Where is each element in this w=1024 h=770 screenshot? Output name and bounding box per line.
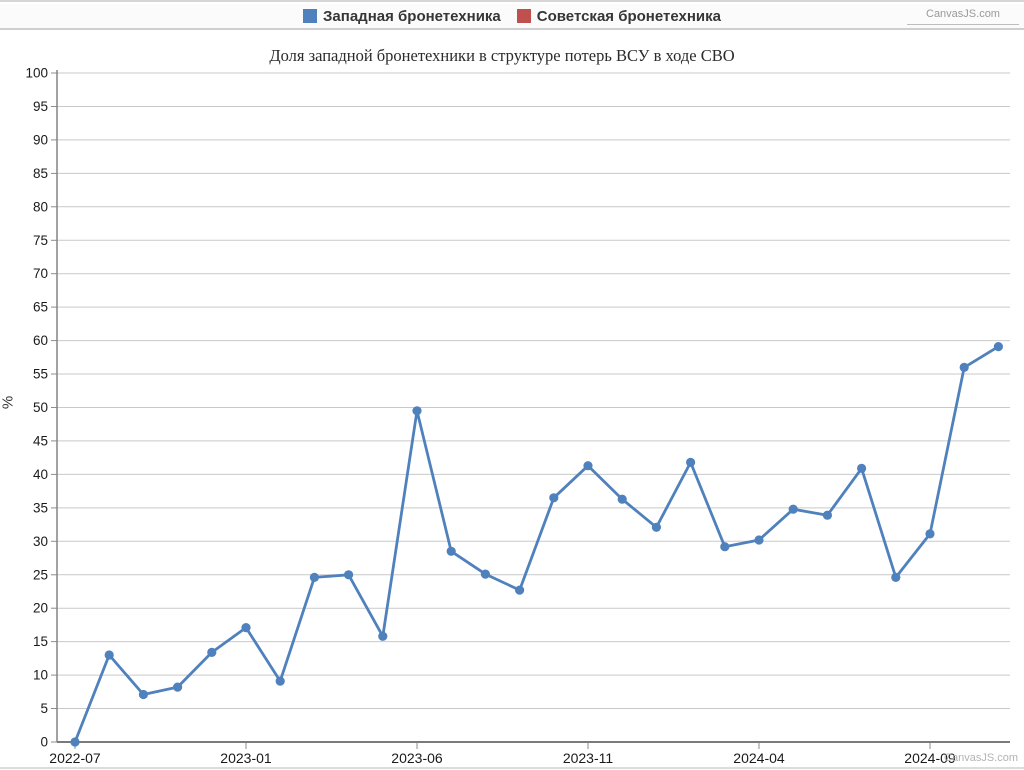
data-point-marker[interactable] bbox=[104, 650, 114, 660]
svg-text:45: 45 bbox=[33, 433, 48, 448]
x-axis-tick-labels: 2022-07 2023-01 2023-06 2023-11 2024-04 2024-… bbox=[49, 750, 956, 766]
data-point-marker[interactable] bbox=[617, 494, 627, 504]
data-point-marker[interactable] bbox=[446, 546, 456, 556]
svg-text:100: 100 bbox=[25, 66, 48, 81]
data-point-marker[interactable] bbox=[686, 457, 696, 467]
data-point-marker[interactable] bbox=[70, 737, 80, 747]
svg-text:2024-09: 2024-09 bbox=[904, 750, 956, 766]
data-point-marker[interactable] bbox=[207, 647, 217, 658]
svg-text:2023-11: 2023-11 bbox=[563, 750, 614, 766]
svg-text:15: 15 bbox=[33, 634, 48, 649]
data-point-marker[interactable] bbox=[480, 569, 490, 579]
svg-text:85: 85 bbox=[33, 166, 48, 181]
legend-swatch-icon bbox=[516, 9, 531, 23]
data-point-marker[interactable] bbox=[891, 572, 901, 583]
y-gridlines bbox=[57, 72, 1010, 709]
data-point-marker[interactable] bbox=[754, 535, 764, 545]
series-line-0 bbox=[73, 345, 1000, 744]
svg-text:55: 55 bbox=[33, 367, 48, 382]
data-point-marker[interactable] bbox=[241, 623, 251, 633]
svg-text:30: 30 bbox=[33, 534, 48, 549]
svg-text:2022-07: 2022-07 bbox=[49, 750, 101, 766]
data-point-marker[interactable] bbox=[993, 342, 1004, 352]
svg-text:10: 10 bbox=[33, 668, 48, 683]
svg-text:50: 50 bbox=[33, 400, 48, 415]
canvasjs-credit-link[interactable]: CanvasJS.com bbox=[907, 8, 1019, 25]
svg-text:40: 40 bbox=[33, 467, 48, 482]
svg-text:2023-06: 2023-06 bbox=[391, 750, 443, 766]
svg-text:2024-04: 2024-04 bbox=[733, 750, 785, 766]
data-point-marker[interactable] bbox=[651, 522, 662, 532]
data-point-marker[interactable] bbox=[822, 510, 833, 520]
legend-bar: Западная бронетехника Советская бронетехн… bbox=[0, 4, 1024, 30]
legend-item-label: Западная бронетехника bbox=[323, 7, 501, 25]
x-axis-ticks bbox=[74, 742, 931, 749]
data-point-marker[interactable] bbox=[412, 406, 422, 416]
data-point-marker[interactable] bbox=[857, 463, 867, 473]
data-point-marker[interactable] bbox=[549, 493, 559, 503]
svg-text:2023-01: 2023-01 bbox=[220, 750, 272, 766]
data-point-marker[interactable] bbox=[378, 631, 388, 641]
data-point-marker[interactable] bbox=[173, 682, 183, 692]
data-point-marker[interactable] bbox=[309, 572, 319, 583]
legend-item-1[interactable]: Советская бронетехника bbox=[516, 7, 721, 25]
data-point-marker[interactable] bbox=[720, 542, 730, 552]
chart-title: Доля западной бронетехники в структуре п… bbox=[269, 46, 735, 65]
data-point-marker[interactable] bbox=[515, 585, 525, 595]
svg-text:5: 5 bbox=[40, 701, 48, 716]
svg-text:75: 75 bbox=[33, 233, 48, 248]
data-point-marker[interactable] bbox=[788, 504, 798, 514]
y-axis-ticks bbox=[51, 72, 57, 743]
svg-text:0: 0 bbox=[40, 735, 48, 750]
legend: Западная бронетехника Советская бронетехн… bbox=[0, 4, 1024, 28]
page-bottom-border bbox=[0, 767, 1024, 769]
data-point-marker[interactable] bbox=[959, 362, 969, 372]
data-point-marker[interactable] bbox=[583, 461, 593, 471]
svg-text:95: 95 bbox=[33, 99, 48, 114]
data-point-marker[interactable] bbox=[925, 529, 935, 539]
legend-swatch-icon bbox=[303, 9, 318, 23]
svg-text:35: 35 bbox=[33, 500, 48, 515]
legend-item-0[interactable]: Западная бронетехника bbox=[303, 9, 501, 24]
svg-text:25: 25 bbox=[33, 567, 48, 582]
svg-text:65: 65 bbox=[33, 300, 48, 315]
svg-text:80: 80 bbox=[33, 199, 48, 214]
svg-text:90: 90 bbox=[33, 132, 48, 147]
data-point-marker[interactable] bbox=[344, 570, 354, 580]
data-point-marker[interactable] bbox=[138, 689, 148, 700]
svg-text:20: 20 bbox=[33, 601, 48, 616]
legend-item-label: Советская бронетехника bbox=[536, 7, 721, 25]
y-axis-title: % bbox=[0, 395, 17, 410]
series-markers-0 bbox=[70, 342, 1004, 747]
canvasjs-watermark[interactable]: CanvasJS.com bbox=[944, 752, 1018, 764]
svg-text:60: 60 bbox=[33, 333, 48, 348]
data-point-marker[interactable] bbox=[275, 676, 285, 686]
svg-text:70: 70 bbox=[33, 266, 48, 281]
y-axis-tick-labels: 0 5 10 15 20 25 30 35 40 45 50 55 60 65 70 75 80 85 90 95 10… bbox=[25, 66, 48, 750]
